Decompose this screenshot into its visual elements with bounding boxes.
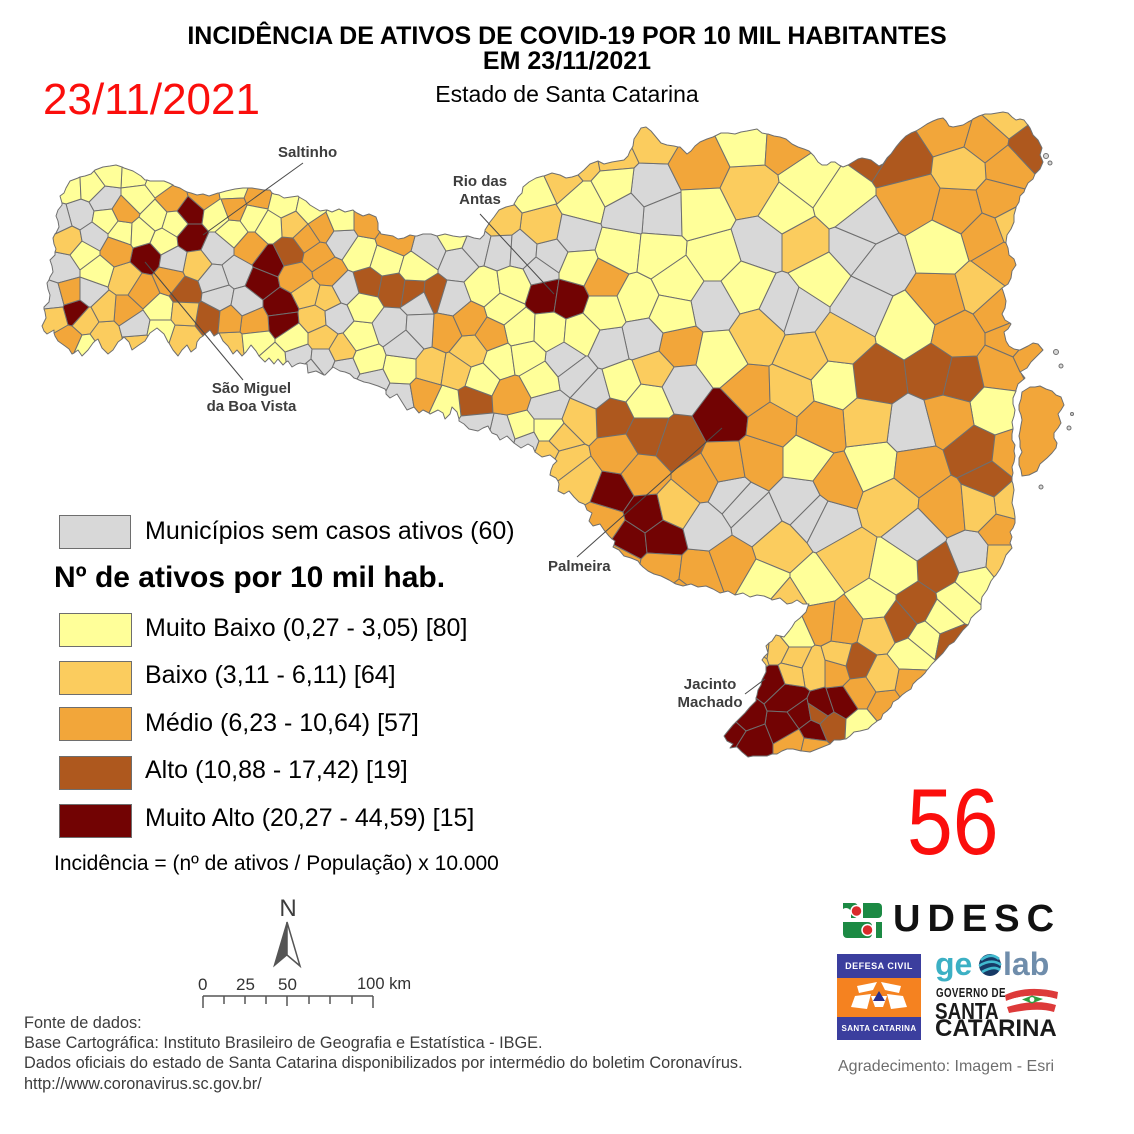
svg-text:ge: ge: [935, 948, 972, 982]
svg-text:lab: lab: [1003, 948, 1049, 982]
